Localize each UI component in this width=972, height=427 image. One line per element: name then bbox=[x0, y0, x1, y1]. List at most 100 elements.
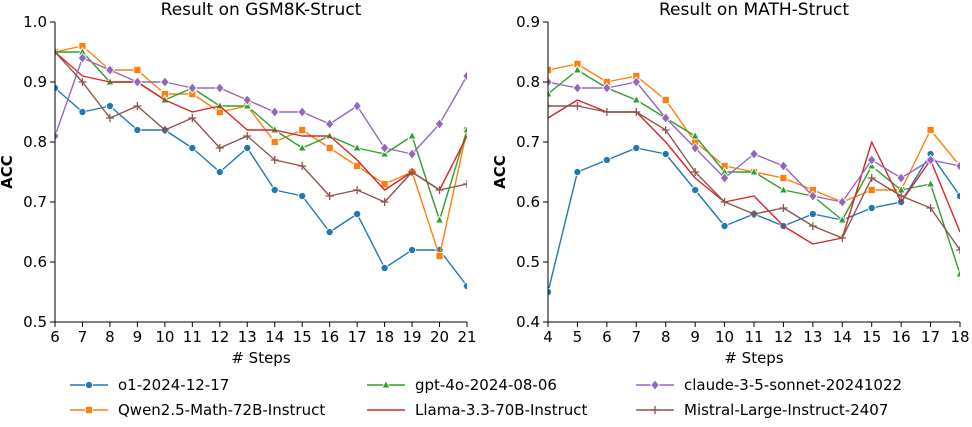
chart-1-y-tick-label: 0.7 bbox=[23, 193, 47, 211]
chart-2-point bbox=[897, 192, 906, 200]
chart-1: Result on GSM8K-Struct 6 7 8 9 10 11 12 13 14 15 16… bbox=[0, 0, 477, 367]
chart-1-x-tick-label: 18 bbox=[375, 328, 394, 346]
chart-2-point bbox=[720, 221, 729, 231]
chart-2-point bbox=[719, 172, 730, 184]
chart-1-point bbox=[407, 148, 417, 160]
chart-2-point bbox=[808, 209, 817, 219]
chart-2-line-claude-3-5-sonnet-20241022 bbox=[548, 81, 960, 203]
chart-1-point bbox=[215, 82, 225, 94]
chart-2-series-qwen2-5-math-72b-instruct bbox=[548, 59, 960, 207]
chart-1-point bbox=[462, 70, 467, 82]
chart-1-point bbox=[353, 186, 362, 194]
chart-1-point bbox=[243, 132, 252, 140]
legend-label: Qwen2.5-Math-72B-Instruct bbox=[118, 401, 325, 419]
legend-marker bbox=[84, 380, 94, 390]
chart-1-point bbox=[270, 185, 279, 195]
chart-2-x-tick-label: 10 bbox=[715, 328, 734, 346]
chart-2-point bbox=[955, 191, 960, 201]
chart-1-point bbox=[105, 101, 114, 111]
legend-label: gpt-4o-2024-08-06 bbox=[415, 376, 557, 394]
chart-1-x-tick-label: 7 bbox=[78, 328, 88, 346]
chart-1-x-tick-label: 11 bbox=[183, 328, 202, 346]
chart-2-point bbox=[837, 196, 848, 208]
legend-item-gpt-4o-2024-08-06: gpt-4o-2024-08-06 bbox=[367, 376, 557, 394]
chart-1-y-axis-label: ACC bbox=[0, 155, 16, 189]
chart-1-point bbox=[270, 156, 279, 164]
chart-1-x-tick-label: 14 bbox=[265, 328, 284, 346]
chart-2-point bbox=[866, 154, 877, 166]
chart-2-point bbox=[749, 148, 759, 160]
chart-1-point bbox=[324, 118, 335, 130]
chart-2-point bbox=[778, 184, 789, 194]
chart-1-point bbox=[380, 198, 389, 206]
chart-2-point bbox=[573, 102, 582, 110]
chart-1-point bbox=[215, 107, 224, 117]
chart-2-point bbox=[631, 94, 642, 104]
chart-2-x-tick-label: 5 bbox=[573, 328, 583, 346]
chart-2-point bbox=[956, 246, 960, 254]
chart-2: Result on MATH-Struct 4 5 6 7 8 9 10 11 12 13 14 15 1… bbox=[491, 0, 970, 367]
chart-1-series-llama-3-3-70b-instruct bbox=[55, 51, 467, 191]
chart-2-x-tick-label: 8 bbox=[661, 328, 671, 346]
chart-1-series-gpt-4o-2024-08-06 bbox=[55, 46, 467, 224]
chart-1-point bbox=[353, 161, 362, 171]
chart-2-point bbox=[690, 130, 700, 140]
chart-1-x-tick-label: 16 bbox=[320, 328, 339, 346]
chart-1-point bbox=[380, 263, 389, 273]
chart-2-point bbox=[778, 160, 789, 172]
chart-1-x-tick-label: 10 bbox=[155, 328, 174, 346]
chart-1-point bbox=[298, 125, 307, 135]
legend-marker bbox=[650, 379, 660, 391]
legend-label: o1-2024-12-17 bbox=[118, 376, 229, 394]
chart-1-point bbox=[187, 82, 198, 94]
chart-2-y-tick-label: 0.8 bbox=[516, 73, 540, 91]
chart-2-x-tick-label: 17 bbox=[921, 328, 940, 346]
chart-2-point bbox=[690, 142, 700, 154]
chart-1-point bbox=[462, 281, 467, 291]
chart-2-y-tick-label: 0.6 bbox=[516, 193, 540, 211]
legend-item-claude-3-5-sonnet-20241022: claude-3-5-sonnet-20241022 bbox=[636, 376, 902, 394]
chart-2-point bbox=[750, 210, 758, 218]
chart-1-point bbox=[435, 251, 444, 261]
chart-2-point bbox=[548, 76, 553, 88]
chart-1-point bbox=[297, 106, 307, 118]
chart-2-x-tick-label: 6 bbox=[602, 328, 612, 346]
chart-2-x-tick-label: 18 bbox=[950, 328, 969, 346]
chart-1-title: Result on GSM8K-Struct bbox=[161, 0, 362, 20]
chart-2-point bbox=[749, 166, 759, 176]
chart-1-point bbox=[379, 142, 390, 154]
legend-item-mistral-large-instruct-2407: Mistral-Large-Instruct-2407 bbox=[636, 401, 888, 419]
legend-marker bbox=[651, 406, 659, 414]
chart-2-x-tick-label: 11 bbox=[744, 328, 763, 346]
legend: o1-2024-12-17 gpt-4o-2024-08-06 claude-3-5… bbox=[70, 376, 902, 419]
chart-2-point bbox=[691, 185, 700, 195]
chart-2-point bbox=[896, 172, 906, 184]
chart-1-point bbox=[133, 102, 142, 110]
chart-2-point bbox=[808, 190, 818, 202]
legend-marker bbox=[381, 379, 391, 389]
chart-2-series-gpt-4o-2024-08-06 bbox=[548, 64, 960, 278]
chart-1-x-tick-label: 13 bbox=[238, 328, 257, 346]
chart-2-y-tick-label: 0.4 bbox=[516, 313, 540, 331]
chart-2-x-tick-label: 9 bbox=[690, 328, 700, 346]
chart-2-x-tick-label: 14 bbox=[833, 328, 852, 346]
chart-2-point bbox=[661, 95, 670, 105]
chart-2-x-tick-label: 12 bbox=[774, 328, 793, 346]
chart-1-series-claude-3-5-sonnet-20241022 bbox=[55, 52, 467, 160]
chart-1-point bbox=[325, 192, 334, 200]
chart-2-point bbox=[548, 88, 553, 98]
chart-1-series-mistral-large-instruct-2407 bbox=[55, 48, 467, 206]
chart-1-point bbox=[133, 65, 142, 75]
chart-2-point bbox=[661, 149, 670, 159]
chart-1-point bbox=[353, 209, 362, 219]
chart-1-point bbox=[325, 227, 334, 237]
chart-2-point bbox=[548, 102, 552, 110]
chart-2-point bbox=[955, 268, 960, 278]
chart-1-y-tick-label: 1.0 bbox=[23, 13, 47, 31]
chart-1-x-tick-label: 12 bbox=[210, 328, 229, 346]
chart-1-point bbox=[55, 130, 60, 142]
chart-2-point bbox=[602, 82, 612, 94]
chart-2-y-tick-label: 0.9 bbox=[516, 13, 540, 31]
legend-label: Mistral-Large-Instruct-2407 bbox=[684, 401, 888, 419]
